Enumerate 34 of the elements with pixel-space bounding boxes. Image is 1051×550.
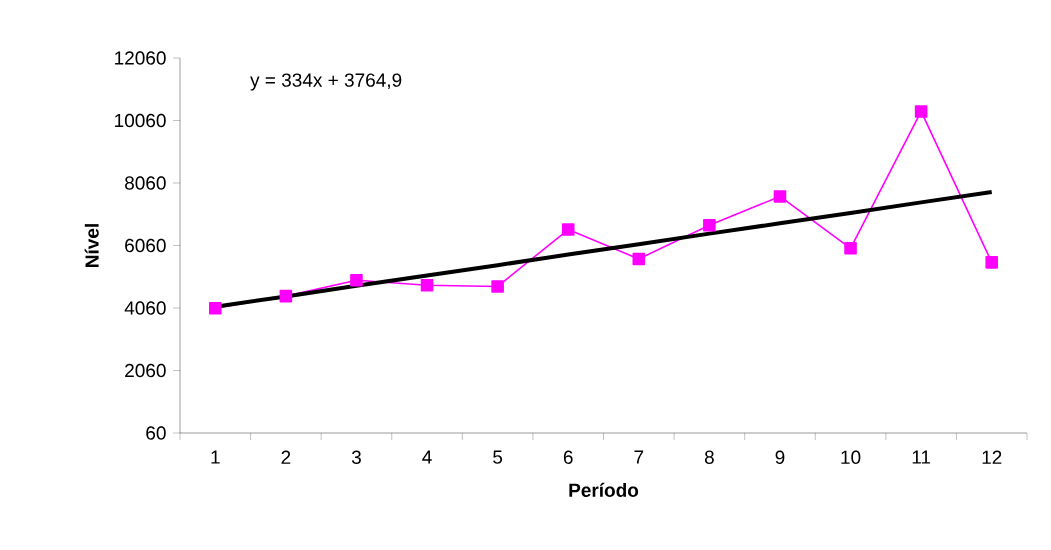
x-tick-label: 8 bbox=[704, 450, 714, 464]
y-tick-label: 8060 bbox=[125, 176, 166, 190]
y-tick-label: 4060 bbox=[124, 301, 166, 315]
point bbox=[561, 223, 575, 236]
x-tick-label: 2 bbox=[281, 450, 291, 464]
point bbox=[279, 289, 293, 303]
x-tick-label: 12 bbox=[982, 450, 1002, 464]
point bbox=[914, 105, 928, 118]
x-tick-label: 1 bbox=[211, 450, 220, 464]
y-tick-label: 12060 bbox=[115, 51, 166, 65]
x-tick-label: 7 bbox=[634, 450, 644, 464]
y-tick-label: 60 bbox=[146, 426, 166, 440]
y-tick-label: 10060 bbox=[115, 113, 166, 128]
point bbox=[208, 302, 222, 315]
y-tick-label: 6060 bbox=[125, 238, 166, 253]
y-tick-label: 2060 bbox=[125, 363, 166, 378]
y-axis-title: Nível bbox=[84, 224, 99, 267]
point bbox=[773, 190, 787, 203]
point bbox=[632, 252, 646, 266]
x-tick-label: 11 bbox=[912, 450, 931, 464]
x-tick-label: 5 bbox=[493, 450, 503, 464]
point bbox=[350, 273, 363, 287]
x-tick-label: 9 bbox=[775, 450, 785, 464]
x-tick-label: 4 bbox=[422, 450, 432, 464]
point bbox=[985, 256, 999, 269]
x-tick-label: 10 bbox=[841, 450, 861, 464]
point bbox=[491, 280, 504, 293]
point bbox=[844, 242, 857, 255]
point bbox=[703, 218, 716, 232]
x-tick-label: 3 bbox=[351, 450, 361, 464]
x-tick-label: 6 bbox=[563, 450, 573, 464]
annotation: y = 334x + 3764,9 bbox=[250, 73, 402, 91]
x-axis-title: Período bbox=[569, 482, 639, 497]
point bbox=[420, 278, 434, 292]
